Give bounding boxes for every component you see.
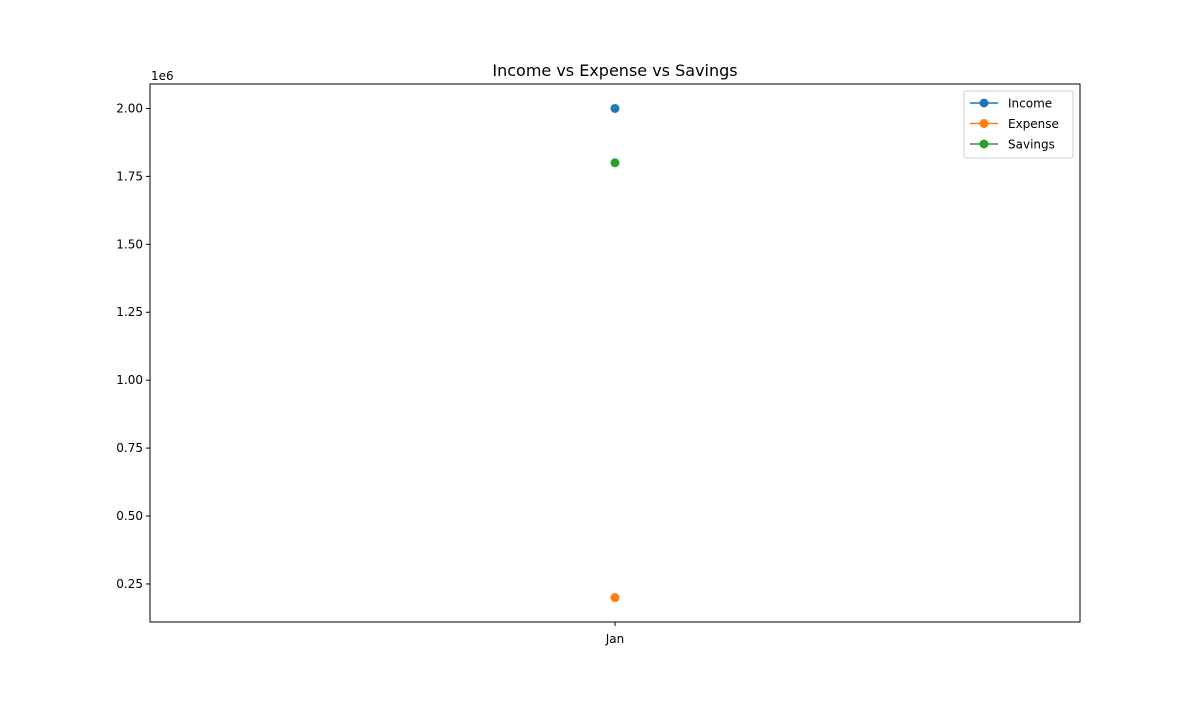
- legend: Income Expense Savings: [963, 90, 1074, 159]
- y-axis-offset-label: 1e6: [151, 69, 174, 83]
- legend-marker-expense: [979, 119, 989, 128]
- legend-label-savings: Savings: [1008, 138, 1055, 152]
- legend-marker-income: [979, 98, 989, 108]
- y-tick-label: 1.50: [116, 237, 143, 251]
- legend-label-income: Income: [1008, 97, 1052, 111]
- y-tick-label: 1.75: [116, 169, 143, 183]
- y-tick-label: 0.75: [116, 441, 143, 455]
- y-tick-label: 2.00: [116, 101, 143, 115]
- y-tick-label: 1.25: [116, 305, 143, 319]
- y-tick-label: 1.00: [116, 373, 143, 387]
- legend-box: [963, 90, 1074, 159]
- data-point-income: [610, 103, 620, 113]
- y-tick-label: 0.50: [116, 509, 143, 523]
- chart-title: Income vs Expense vs Savings: [492, 61, 737, 80]
- data-point-savings: [610, 158, 620, 168]
- x-tick-label: Jan: [605, 632, 625, 646]
- legend-marker-savings: [979, 139, 989, 149]
- y-tick-label: 0.25: [116, 577, 143, 591]
- data-point-expense: [610, 593, 620, 603]
- plot-area: 0.25 0.50 0.75 1.00 1.25 1.50 1.75 2.00 Jan: [116, 83, 1081, 646]
- legend-label-expense: Expense: [1008, 117, 1059, 131]
